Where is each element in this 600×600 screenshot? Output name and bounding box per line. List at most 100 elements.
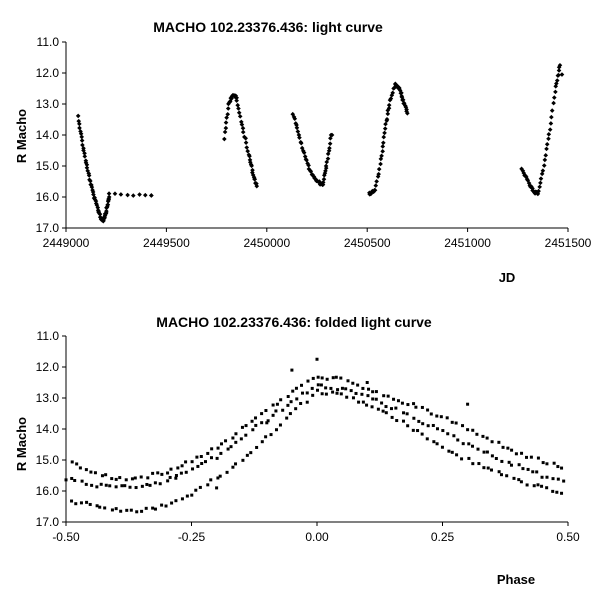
folded-light-curve-data-point — [556, 465, 560, 469]
folded-light-curve-data-point — [461, 424, 465, 428]
light-curve-data-point — [245, 148, 251, 154]
light-curve-x-tick-label: 2449000 — [43, 236, 90, 250]
folded-light-curve-data-point — [249, 451, 253, 455]
light-curve-data-point — [236, 106, 241, 111]
folded-light-curve-data-point — [439, 415, 443, 419]
folded-light-curve-data-point — [506, 446, 510, 450]
light-curve-data-point — [379, 153, 384, 159]
light-curve-data-point — [130, 193, 136, 198]
folded-light-curve-data-point — [174, 474, 178, 477]
folded-light-curve-data-point — [114, 477, 118, 481]
folded-light-curve-y-tick-label: 13.0 — [36, 391, 60, 405]
light-curve-data-point — [104, 208, 109, 214]
folded-light-curve-data-point — [124, 478, 128, 482]
light-curve-data-point — [142, 192, 148, 198]
folded-light-curve-data-point — [209, 456, 213, 460]
light-curve-data-point — [548, 121, 554, 126]
light-curve-data-point — [540, 168, 546, 174]
folded-light-curve-data-point — [370, 405, 374, 409]
light-curve-data-point — [222, 129, 228, 135]
folded-light-curve-data-point — [206, 483, 210, 487]
folded-light-curve-data-point — [535, 470, 539, 474]
folded-light-curve-data-point — [395, 419, 399, 423]
folded-light-curve-data-point — [166, 479, 170, 483]
folded-light-curve-data-point — [512, 476, 516, 480]
folded-light-curve-data-point — [153, 507, 157, 511]
folded-light-curve-data-point — [532, 484, 536, 488]
light-curve-data-point — [91, 192, 96, 197]
folded-light-curve-data-point — [203, 460, 207, 464]
folded-light-curve-data-point — [336, 388, 340, 392]
light-curve-data-point — [325, 151, 331, 157]
folded-light-curve-data-point — [108, 484, 112, 488]
folded-light-curve-data-point — [485, 436, 489, 440]
folded-light-curve-data-point — [260, 412, 264, 416]
folded-light-curve-data-point — [264, 409, 268, 413]
folded-light-curve-data-point — [70, 460, 74, 464]
light-curve-data-point — [383, 121, 388, 127]
light-curve-data-point — [236, 110, 242, 115]
light-curve-data-point — [225, 106, 231, 111]
folded-light-curve-data-point — [340, 386, 344, 390]
folded-light-curve-data-point — [476, 447, 480, 451]
folded-light-curve-data-point — [320, 376, 324, 380]
light-curve-data-point — [374, 179, 379, 184]
light-curve-data-point — [382, 126, 388, 131]
folded-light-curve-data-point — [260, 421, 264, 425]
folded-light-curve-data-point — [531, 470, 535, 474]
light-curve-data-point — [84, 165, 90, 171]
light-curve-data-point — [538, 180, 543, 186]
folded-light-curve-data-point — [210, 447, 214, 451]
light-curve-data-point — [247, 159, 253, 165]
folded-light-curve-data-point — [426, 408, 430, 412]
folded-light-curve-data-point — [501, 445, 505, 449]
folded-light-curve-data-point — [234, 440, 238, 444]
folded-light-curve-data-point — [381, 409, 385, 413]
folded-light-curve-y-tick-label: 12.0 — [36, 360, 60, 374]
light-curve-data-point — [244, 145, 250, 150]
light-curve-y-tick-label: 14.0 — [36, 128, 60, 142]
folded-light-curve-data-point — [497, 470, 501, 474]
light-curve-x-tick-label: 2451500 — [545, 236, 592, 250]
folded-light-curve-data-point — [560, 466, 564, 470]
folded-light-curve-data-point — [219, 451, 223, 455]
folded-light-curve-data-point — [315, 357, 319, 361]
light-curve-data-point — [293, 121, 299, 126]
folded-light-curve-data-point — [414, 405, 418, 409]
light-curve-data-point — [106, 194, 112, 200]
light-curve-y-axis-label: R Macho — [14, 109, 29, 163]
folded-light-curve-data-point — [389, 407, 393, 411]
folded-light-curve-data-point — [216, 476, 220, 480]
light-curve-data-point — [381, 134, 387, 140]
light-curve-data-point — [88, 178, 93, 184]
folded-light-curve-data-point — [366, 394, 370, 398]
folded-light-curve-data-point — [104, 473, 108, 477]
light-curve-data-point — [254, 183, 260, 189]
light-curve-data-point — [322, 170, 328, 176]
folded-light-curve-data-point — [245, 453, 249, 457]
folded-light-curve-data-point — [520, 451, 524, 455]
light-curve-data-point — [327, 141, 333, 146]
folded-light-curve-data-point — [88, 502, 92, 506]
light-curve-x-tick-label: 2449500 — [143, 236, 190, 250]
light-curve-data-point — [378, 156, 384, 162]
light-curve-data-point — [554, 78, 560, 83]
light-curve-data-point — [310, 172, 315, 178]
folded-light-curve-data-point — [156, 471, 160, 475]
light-curve-data-point — [296, 132, 302, 138]
folded-light-curve-data-point — [98, 505, 102, 509]
folded-light-curve-data-point — [300, 383, 304, 387]
light-curve-data-point — [225, 111, 231, 117]
folded-light-curve-y-axis-label: R Macho — [14, 417, 29, 471]
folded-light-curve-data-point — [70, 476, 74, 480]
folded-light-curve-data-point — [517, 478, 521, 482]
folded-light-curve-x-tick-label: -0.25 — [178, 530, 206, 544]
folded-light-curve-data-point — [78, 466, 82, 470]
folded-light-curve-data-point — [286, 395, 290, 399]
folded-light-curve-data-point — [334, 375, 338, 379]
light-curve-data-point — [521, 170, 527, 176]
folded-light-curve-data-point — [319, 383, 323, 387]
folded-light-curve-data-point — [120, 484, 124, 488]
folded-light-curve-y-tick-label: 11.0 — [37, 329, 60, 343]
folded-light-curve-data-point — [190, 460, 194, 464]
